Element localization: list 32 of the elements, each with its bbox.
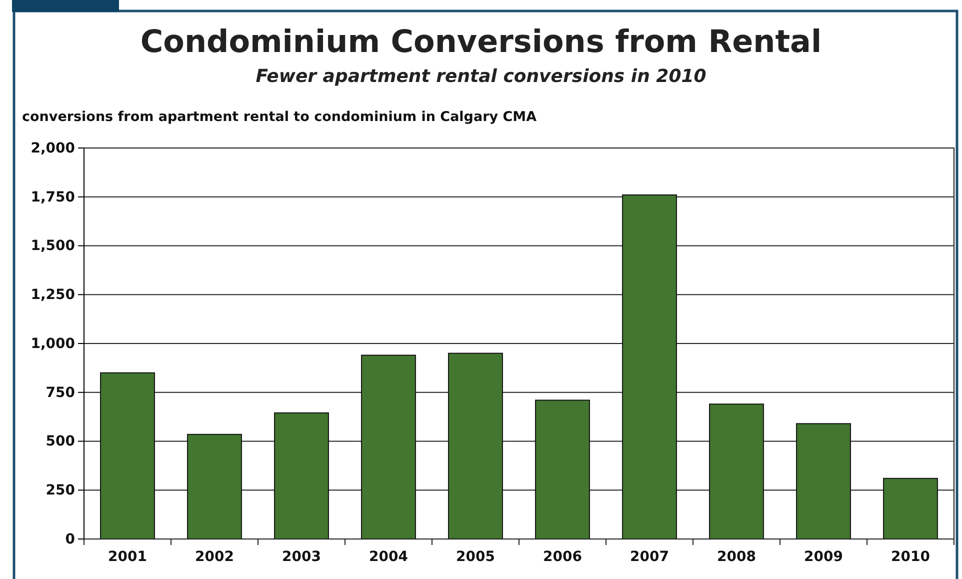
y-tick-label: 250 (46, 482, 76, 499)
y-tick-label: 1,250 (30, 287, 76, 304)
bar (709, 404, 764, 540)
x-tick-label: 2002 (195, 548, 234, 565)
chart-title: Condominium Conversions from Rental (140, 24, 822, 60)
x-tick-label: 2009 (804, 548, 843, 565)
y-tick-label: 1,500 (30, 238, 76, 254)
bar (448, 352, 503, 540)
x-tick-label: 2008 (717, 548, 756, 565)
y-tick-label: 0 (65, 531, 76, 548)
x-tick-label: 2010 (891, 548, 930, 565)
x-tick-label: 2007 (630, 548, 669, 565)
y-tick-label: 750 (46, 384, 76, 401)
x-tick-label: 2006 (543, 548, 582, 565)
y-tick-label: 1,000 (30, 336, 76, 352)
bar (883, 478, 938, 540)
y-axis-title: conversions from apartment rental to condominium in Calgary CMA (22, 109, 538, 125)
bar (622, 194, 677, 540)
bar (796, 423, 851, 540)
y-tick-label: 500 (46, 434, 76, 450)
bar (187, 434, 242, 540)
bar (274, 412, 329, 540)
chart-subtitle: Fewer apartment rental conversions in 2010 (256, 66, 706, 87)
y-tick-label: 2,000 (30, 140, 76, 156)
bar (535, 400, 590, 540)
bar (100, 372, 155, 540)
x-tick-label: 2004 (369, 548, 408, 565)
y-tick-label: 1,750 (30, 189, 76, 206)
x-tick-label: 2001 (108, 548, 147, 565)
x-tick-label: 2005 (456, 548, 495, 565)
x-tick-label: 2003 (282, 548, 321, 565)
bar (361, 354, 416, 540)
